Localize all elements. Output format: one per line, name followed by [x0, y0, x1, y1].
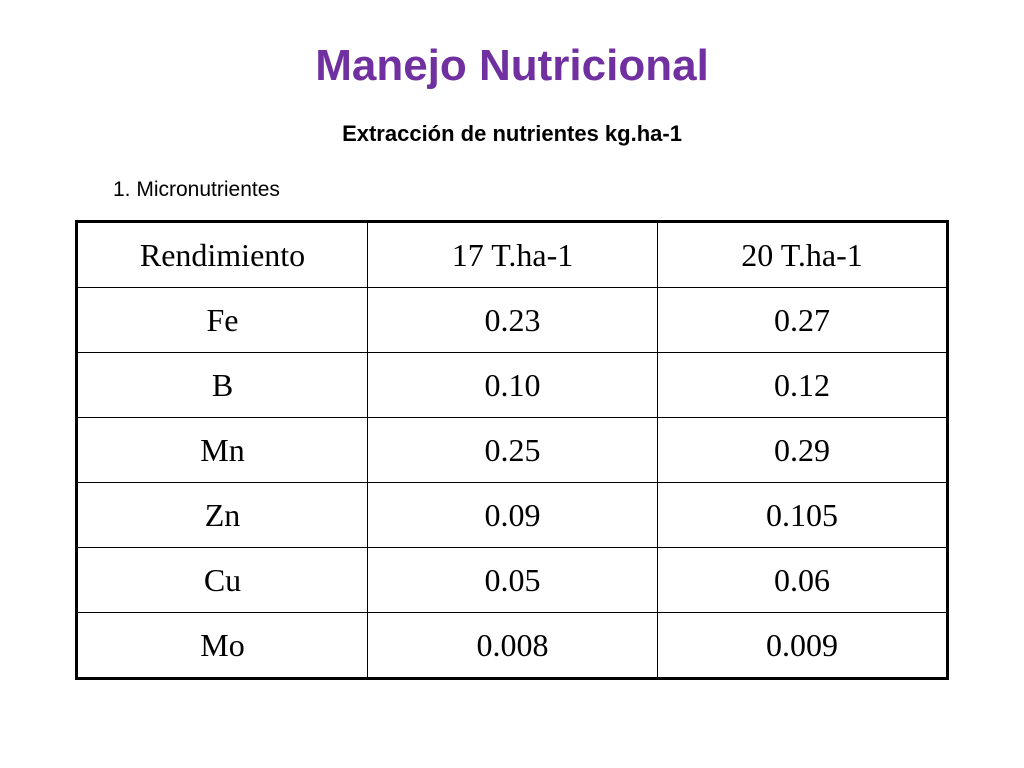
nutrient-cell: Zn — [76, 482, 368, 548]
value-cell: 0.27 — [657, 287, 948, 353]
table-row: Fe 0.23 0.27 — [76, 287, 948, 353]
table-row: Mo 0.008 0.009 — [76, 612, 948, 679]
nutrient-cell: Mo — [76, 612, 368, 679]
value-cell: 0.009 — [657, 612, 948, 679]
value-cell: 0.12 — [657, 352, 948, 418]
table-row: Zn 0.09 0.105 — [76, 482, 948, 548]
nutrient-cell: Cu — [76, 547, 368, 613]
page-title: Manejo Nutricional — [315, 41, 709, 90]
nutrient-cell: Fe — [76, 287, 368, 353]
nutrient-cell: B — [76, 352, 368, 418]
nutrient-cell: Mn — [76, 417, 368, 483]
value-cell: 0.10 — [367, 352, 658, 418]
value-cell: 0.09 — [367, 482, 658, 548]
table-row: Cu 0.05 0.06 — [76, 547, 948, 613]
value-cell: 0.23 — [367, 287, 658, 353]
value-cell: 0.29 — [657, 417, 948, 483]
value-cell: 0.05 — [367, 547, 658, 613]
table-header-row: Rendimiento 17 T.ha-1 20 T.ha-1 — [76, 221, 948, 288]
section-label: 1. Micronutrientes — [113, 178, 280, 201]
value-cell: 0.105 — [657, 482, 948, 548]
page-subtitle: Extracción de nutrientes kg.ha-1 — [342, 121, 682, 146]
table-row: Mn 0.25 0.29 — [76, 417, 948, 483]
value-cell: 0.008 — [367, 612, 658, 679]
value-cell: 0.06 — [657, 547, 948, 613]
header-cell-17t: 17 T.ha-1 — [367, 221, 658, 288]
table-row: B 0.10 0.12 — [76, 352, 948, 418]
value-cell: 0.25 — [367, 417, 658, 483]
nutrient-table: Rendimiento 17 T.ha-1 20 T.ha-1 Fe 0.23 … — [75, 220, 949, 680]
header-cell-rendimiento: Rendimiento — [76, 221, 368, 288]
header-cell-20t: 20 T.ha-1 — [657, 221, 948, 288]
